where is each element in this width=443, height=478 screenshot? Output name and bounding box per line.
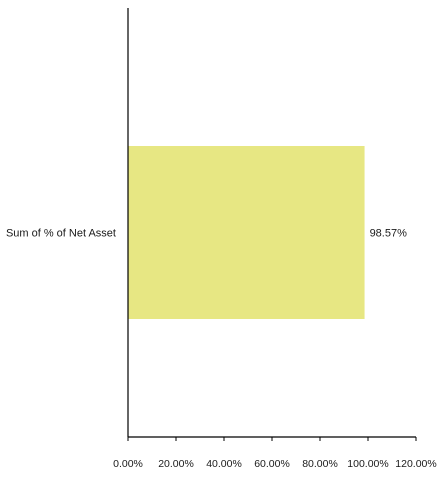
bar-0 [128, 146, 365, 319]
axes-group [127, 8, 417, 441]
x-tick-label-3: 60.00% [254, 458, 290, 470]
x-tick-label-6: 120.00% [395, 458, 436, 470]
x-tick-label-5: 100.00% [347, 458, 388, 470]
x-tick-label-4: 80.00% [302, 458, 338, 470]
x-tick-label-1: 20.00% [158, 458, 194, 470]
labels-group: 98.57% Sum of % of Net Asset 0.00% 20.00% 40… [6, 228, 437, 471]
x-tick-label-0: 0.00% [113, 458, 143, 470]
data-label-0: 98.57% [370, 228, 408, 240]
x-tick-label-2: 40.00% [206, 458, 242, 470]
category-label-0: Sum of % of Net Asset [6, 228, 116, 240]
bars-group [128, 146, 365, 319]
